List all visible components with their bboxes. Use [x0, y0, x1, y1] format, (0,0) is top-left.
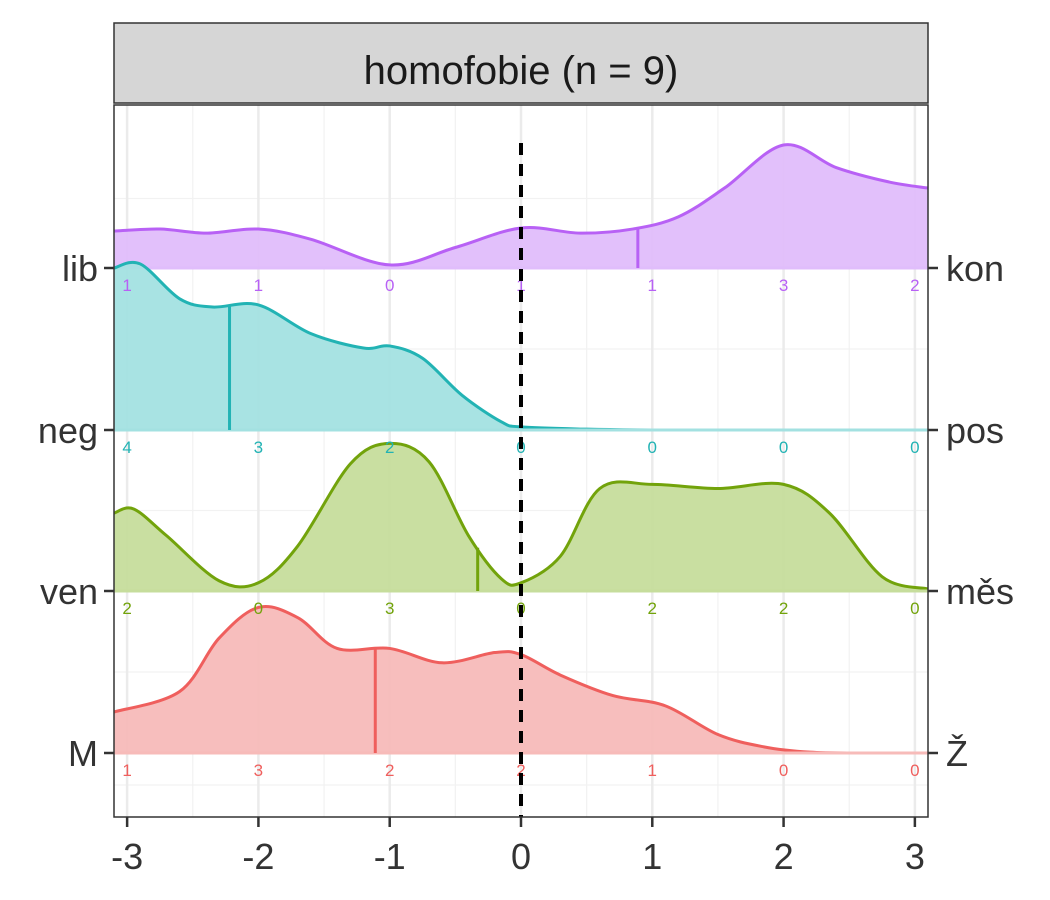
count-label-0-3: 1 — [516, 276, 525, 295]
x-tick-label-4: 1 — [642, 836, 662, 877]
count-label-2-1: 0 — [254, 599, 263, 618]
ridge-area-2 — [114, 443, 928, 591]
count-label-0-6: 2 — [910, 276, 919, 295]
count-label-1-0: 4 — [122, 438, 131, 457]
x-tick-label-6: 3 — [905, 836, 925, 877]
x-tick-label-1: -2 — [242, 836, 274, 877]
y-axis-left: lib neg ven M — [38, 248, 114, 774]
x-tick-label-5: 2 — [774, 836, 794, 877]
chart-title: homofobie (n = 9) — [364, 49, 679, 93]
count-label-1-5: 0 — [779, 438, 788, 457]
ridge-line-2 — [113, 441, 929, 591]
count-label-3-2: 2 — [385, 761, 394, 780]
count-label-2-6: 0 — [910, 599, 919, 618]
count-label-3-4: 1 — [648, 761, 657, 780]
x-tick-label-0: -3 — [111, 836, 143, 877]
x-axis: -3 -2 -1 0 1 2 3 — [111, 817, 925, 877]
left-label-neg: neg — [38, 410, 98, 451]
count-label-1-6: 0 — [910, 438, 919, 457]
count-label-3-3: 2 — [516, 761, 525, 780]
count-label-1-4: 0 — [648, 438, 657, 457]
ridge-line-3 — [113, 605, 929, 755]
ridge-line-0 — [113, 143, 929, 267]
strip-background — [113, 22, 929, 104]
count-label-1-1: 3 — [254, 438, 263, 457]
count-label-0-2: 0 — [385, 276, 394, 295]
right-label-pos: pos — [946, 410, 1004, 451]
count-label-3-1: 3 — [254, 761, 263, 780]
right-label-měs: měs — [946, 571, 1014, 612]
count-label-3-6: 0 — [910, 761, 919, 780]
ridge-area-0 — [114, 144, 928, 268]
right-label-kon: kon — [946, 248, 1004, 289]
count-label-0-0: 1 — [122, 276, 131, 295]
x-tick-label-3: 0 — [511, 836, 531, 877]
count-label-0-1: 1 — [254, 276, 263, 295]
count-label-3-5: 0 — [779, 761, 788, 780]
strip-header: homofobie (n = 9) — [113, 22, 929, 104]
count-label-2-2: 3 — [385, 599, 394, 618]
count-label-1-2: 2 — [385, 438, 394, 457]
x-tick-label-2: -1 — [374, 836, 406, 877]
y-axis-right: kon pos měs Ž — [928, 248, 1014, 774]
left-label-ven: ven — [40, 571, 98, 612]
right-label-Ž: Ž — [946, 733, 968, 774]
count-label-0-4: 1 — [648, 276, 657, 295]
ridge-lib-kon — [113, 143, 929, 270]
count-label-0-5: 3 — [779, 276, 788, 295]
plot-area: 1101132432000020302201322100 — [113, 104, 929, 818]
count-label-3-0: 1 — [122, 761, 131, 780]
count-label-2-4: 2 — [648, 599, 657, 618]
count-label-2-5: 2 — [779, 599, 788, 618]
left-label-M: M — [68, 733, 98, 774]
ridge-area-1 — [114, 262, 928, 431]
left-label-lib: lib — [62, 248, 98, 289]
count-label-2-0: 2 — [122, 599, 131, 618]
ridge-neg-pos — [113, 260, 928, 432]
